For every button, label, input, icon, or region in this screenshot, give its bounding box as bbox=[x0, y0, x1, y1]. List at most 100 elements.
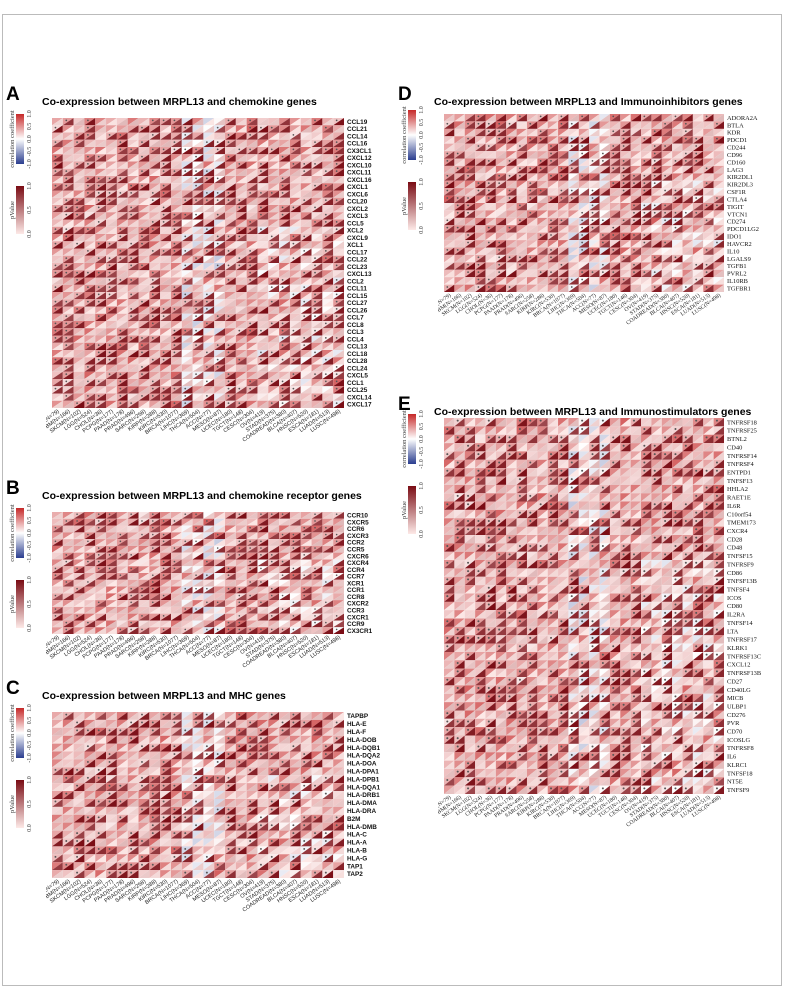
heatmap-cell-corr bbox=[257, 712, 269, 720]
heatmap-cell-pvalue bbox=[300, 798, 312, 807]
heatmap-cell-corr bbox=[116, 559, 128, 567]
heatmap-cell-pvalue bbox=[235, 147, 247, 155]
significance-marker bbox=[130, 264, 133, 267]
significance-marker bbox=[281, 628, 284, 631]
heatmap-cell-corr bbox=[138, 248, 150, 256]
significance-marker bbox=[270, 713, 273, 716]
significance-marker bbox=[54, 126, 57, 129]
heatmap-cell-pvalue bbox=[311, 712, 323, 720]
significance-marker bbox=[97, 567, 100, 570]
heatmap-cell-pvalue bbox=[84, 205, 96, 213]
heatmap-cell-corr bbox=[300, 364, 312, 372]
heatmap-cell-corr bbox=[138, 277, 150, 285]
heatmap-cell-corr bbox=[160, 183, 171, 191]
heatmap-cell-pvalue bbox=[192, 147, 204, 155]
heatmap-cell-pvalue bbox=[181, 357, 193, 365]
heatmap-cell-pvalue bbox=[322, 512, 334, 519]
heatmap-cell-corr bbox=[127, 743, 139, 752]
heatmap-cell-pvalue bbox=[322, 219, 334, 227]
heatmap-cell-pvalue bbox=[170, 600, 182, 607]
heatmap-cell-pvalue bbox=[181, 205, 193, 213]
heatmap-cell-pvalue bbox=[84, 306, 96, 314]
significance-marker bbox=[130, 315, 133, 317]
heatmap-cell-corr bbox=[62, 357, 74, 365]
heatmap-cell-pvalue bbox=[181, 838, 193, 847]
heatmap-cell-pvalue bbox=[311, 586, 323, 594]
heatmap-cell-pvalue bbox=[192, 518, 204, 526]
heatmap-cell-pvalue bbox=[289, 751, 301, 760]
heatmap-cell-pvalue bbox=[116, 814, 128, 823]
heatmap-cell-pvalue bbox=[73, 512, 85, 519]
heatmap-cell-pvalue bbox=[192, 176, 204, 184]
heatmap-cell-corr bbox=[73, 335, 85, 343]
heatmap-cell-pvalue bbox=[52, 532, 63, 540]
heatmap-cell-pvalue bbox=[214, 212, 226, 220]
heatmap-cell-corr bbox=[62, 176, 74, 184]
heatmap-cell-corr bbox=[138, 539, 150, 546]
heatmap-cell-pvalue bbox=[95, 328, 107, 336]
heatmap-cell-pvalue bbox=[257, 743, 269, 752]
significance-marker bbox=[260, 351, 262, 354]
heatmap-cell-corr bbox=[138, 566, 150, 573]
heatmap-cell-pvalue bbox=[149, 342, 161, 350]
heatmap-cell-corr bbox=[246, 357, 258, 365]
heatmap-cell-corr bbox=[203, 552, 215, 560]
gene-label: CXCL11 bbox=[347, 170, 372, 177]
heatmap-cell-pvalue bbox=[214, 586, 226, 594]
heatmap-cell-pvalue bbox=[160, 147, 171, 155]
heatmap-cell-pvalue bbox=[225, 342, 236, 350]
heatmap-cell-corr bbox=[246, 248, 258, 256]
significance-marker bbox=[162, 567, 165, 570]
significance-marker bbox=[130, 148, 133, 151]
heatmap-cell-corr bbox=[95, 342, 107, 350]
heatmap-cell-pvalue bbox=[289, 313, 301, 321]
heatmap-cell-pvalue bbox=[300, 205, 312, 213]
heatmap-cell-pvalue bbox=[214, 798, 226, 807]
significance-marker bbox=[206, 628, 208, 631]
significance-marker bbox=[97, 351, 100, 354]
heatmap-cell-pvalue bbox=[279, 313, 290, 321]
significance-marker bbox=[335, 322, 338, 325]
heatmap-cell-pvalue bbox=[311, 292, 323, 300]
significance-marker bbox=[303, 344, 306, 346]
heatmap-cell-pvalue bbox=[192, 379, 204, 387]
heatmap-cell-corr bbox=[235, 532, 247, 540]
heatmap-cell-corr bbox=[160, 579, 171, 587]
heatmap-cell-pvalue bbox=[127, 767, 139, 776]
heatmap-cell-pvalue bbox=[116, 277, 128, 285]
significance-marker bbox=[238, 264, 241, 267]
heatmap-cell-corr bbox=[52, 806, 63, 815]
significance-marker bbox=[162, 533, 165, 536]
heatmap-cell-corr bbox=[246, 386, 258, 394]
heatmap-cell-pvalue bbox=[235, 371, 247, 379]
heatmap-cell-pvalue bbox=[106, 313, 117, 321]
heatmap-cell-corr bbox=[62, 350, 74, 358]
heatmap-cell-pvalue bbox=[106, 364, 117, 372]
gene-label: CCL21 bbox=[347, 126, 368, 133]
heatmap-cell-corr bbox=[160, 205, 171, 213]
heatmap-cell-corr bbox=[203, 822, 215, 831]
gene-label: CXCL1 bbox=[347, 184, 368, 191]
heatmap-cell-pvalue bbox=[160, 139, 171, 147]
significance-marker bbox=[141, 594, 143, 597]
heatmap-cell-pvalue bbox=[257, 292, 269, 300]
heatmap-cell-pvalue bbox=[300, 566, 312, 573]
heatmap-cell-pvalue bbox=[246, 313, 258, 321]
heatmap-cell-corr bbox=[84, 176, 96, 184]
significance-marker bbox=[195, 587, 197, 590]
heatmap-cell-corr bbox=[322, 822, 334, 831]
significance-marker bbox=[130, 601, 132, 604]
heatmap-cell-pvalue bbox=[322, 579, 334, 587]
heatmap-cell-corr bbox=[289, 147, 301, 155]
heatmap-cell-corr bbox=[62, 600, 74, 607]
heatmap-cell-pvalue bbox=[289, 197, 301, 205]
heatmap-cell-pvalue bbox=[116, 719, 128, 728]
heatmap-cell-corr bbox=[160, 132, 171, 140]
significance-marker bbox=[97, 191, 100, 194]
significance-marker bbox=[324, 373, 327, 375]
heatmap-cell-corr bbox=[149, 313, 161, 321]
heatmap-cell-corr bbox=[73, 806, 85, 815]
heatmap-cell-corr bbox=[289, 783, 301, 792]
heatmap-cell-corr bbox=[289, 350, 301, 358]
gene-label: CCL1 bbox=[347, 380, 364, 387]
